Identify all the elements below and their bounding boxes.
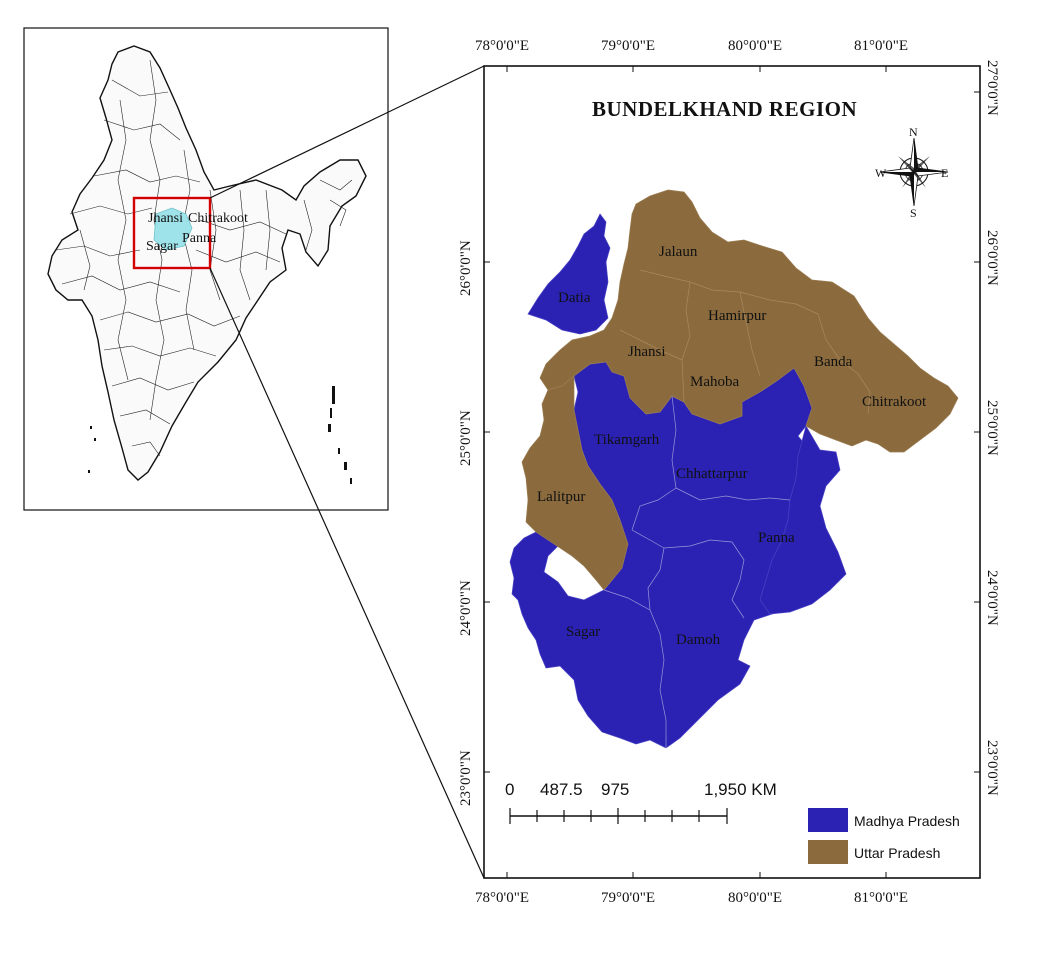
- label-jhansi: Jhansi: [628, 344, 666, 360]
- legend-swatch-mp: [808, 808, 848, 832]
- inset-map: Jhansi Chitrakoot Sagar Panna: [23, 27, 389, 511]
- legend-swatch-up: [808, 840, 848, 864]
- compass-s: S: [910, 206, 917, 220]
- label-chitrakoot: Chitrakoot: [862, 394, 927, 410]
- india-outline: [47, 45, 367, 481]
- graticule-ticks: [484, 66, 980, 878]
- inset-district-lines: [55, 59, 353, 457]
- label-tikamgarh: Tikamgarh: [594, 432, 660, 448]
- district-up-north: [539, 189, 959, 453]
- label-lalitpur: Lalitpur: [537, 489, 585, 505]
- scale-label-487: 487.5: [540, 780, 583, 799]
- mp-internal-boundaries: [603, 395, 791, 748]
- label-jalaun: Jalaun: [659, 244, 698, 260]
- grat-right-24: 24°0'0"N: [984, 570, 1000, 626]
- grat-bottom-79: 79°0'0"E: [601, 890, 655, 906]
- grat-left-23: 23°0'0"N: [458, 750, 474, 806]
- grat-left-26: 26°0'0"N: [458, 240, 474, 296]
- inset-selection-box: [132, 196, 212, 270]
- legend-label-up: Uttar Pradesh: [854, 845, 940, 861]
- scale-label-975: 975: [601, 780, 629, 799]
- main-map: 78°0'0"E 79°0'0"E 80°0'0"E 81°0'0"E 78°0…: [458, 38, 1000, 906]
- connector-line-top: [209, 65, 485, 199]
- compass-e: E: [941, 166, 948, 180]
- label-datia: Datia: [558, 290, 591, 306]
- label-sagar: Sagar: [566, 624, 600, 640]
- inset-label-jhansi: Jhansi: [148, 211, 183, 226]
- inset-label-sagar: Sagar: [146, 239, 178, 254]
- legend-label-mp: Madhya Pradesh: [854, 813, 960, 829]
- up-internal-boundaries: [619, 269, 871, 415]
- bundelkhand-highlight: [153, 207, 193, 251]
- district-datia: [527, 213, 611, 335]
- grat-bottom-78: 78°0'0"E: [475, 890, 529, 906]
- inset-label-panna: Panna: [182, 231, 217, 246]
- grat-right-27: 27°0'0"N: [984, 60, 1000, 116]
- label-banda: Banda: [814, 354, 853, 370]
- grat-top-80: 80°0'0"E: [728, 38, 782, 54]
- label-hamirpur: Hamirpur: [708, 308, 766, 324]
- grat-right-25: 25°0'0"N: [984, 400, 1000, 456]
- compass-rose-icon: [879, 137, 949, 207]
- compass-n: N: [909, 125, 918, 139]
- inset-label-chitrakoot: Chitrakoot: [188, 211, 248, 226]
- map-title: BUNDELKHAND REGION: [592, 97, 857, 121]
- grat-top-78: 78°0'0"E: [475, 38, 529, 54]
- label-damoh: Damoh: [676, 632, 721, 648]
- grat-right-23: 23°0'0"N: [984, 740, 1000, 796]
- district-panna-east: [759, 425, 847, 615]
- island-markers: [88, 386, 352, 484]
- grat-left-24: 24°0'0"N: [458, 580, 474, 636]
- madhya-pradesh-region: [509, 213, 847, 749]
- grat-top-79: 79°0'0"E: [601, 38, 655, 54]
- label-chhattarpur: Chhattarpur: [676, 466, 748, 482]
- grat-right-26: 26°0'0"N: [984, 230, 1000, 286]
- grat-bottom-80: 80°0'0"E: [728, 890, 782, 906]
- scale-label-1950: 1,950 KM: [704, 780, 777, 799]
- legend: Madhya Pradesh Uttar Pradesh: [808, 808, 960, 864]
- connector-line-bottom: [209, 267, 485, 879]
- scale-bar: [509, 808, 728, 824]
- compass-w: W: [875, 166, 887, 180]
- uttar-pradesh-region: [521, 189, 959, 591]
- label-mahoba: Mahoba: [690, 374, 739, 390]
- grat-bottom-81: 81°0'0"E: [854, 890, 908, 906]
- grat-left-25: 25°0'0"N: [458, 410, 474, 466]
- scale-label-0: 0: [505, 780, 514, 799]
- label-panna: Panna: [758, 530, 795, 546]
- grat-top-81: 81°0'0"E: [854, 38, 908, 54]
- district-lalitpur: [521, 375, 629, 591]
